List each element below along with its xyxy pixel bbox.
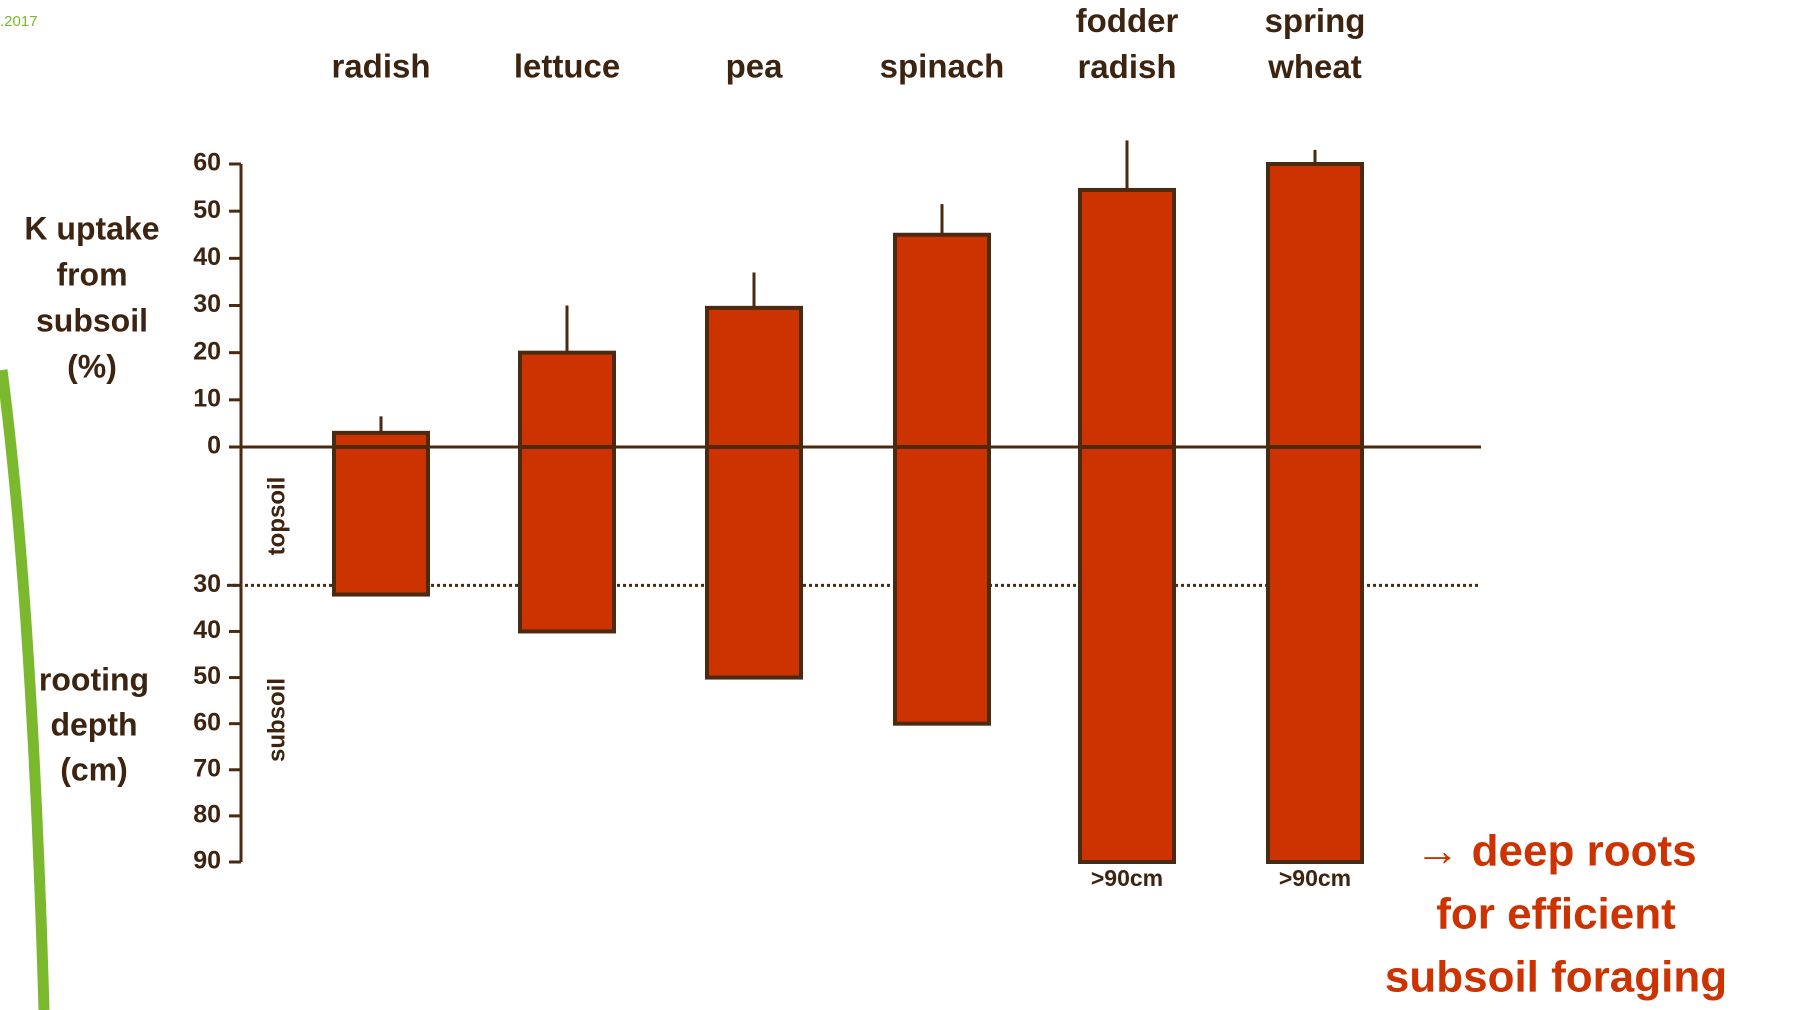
y2-tick-label: 60 xyxy=(193,708,221,736)
depth-bar xyxy=(707,447,801,678)
value-label: >90cm xyxy=(1279,865,1351,891)
depth-bar xyxy=(895,447,989,724)
uptake-bar xyxy=(520,353,614,447)
x-tick-label: spinach xyxy=(880,48,1005,85)
y-axis-label: K uptake xyxy=(24,210,159,246)
y-axis-label: (%) xyxy=(67,348,117,384)
y-axis-label: from xyxy=(56,256,127,292)
y-tick-label: 60 xyxy=(193,149,221,177)
y-tick-label: 20 xyxy=(193,337,221,365)
y2-tick-label: 90 xyxy=(193,847,221,875)
y2-tick-label: 40 xyxy=(193,616,221,644)
y-tick-label: 40 xyxy=(193,243,221,271)
y-tick-label: 30 xyxy=(193,290,221,318)
source: .2017 xyxy=(0,13,38,30)
zone-label: topsoil xyxy=(263,477,290,556)
annotation: for efficient xyxy=(1436,890,1676,939)
depth-bar xyxy=(1268,447,1362,862)
value-label: >90cm xyxy=(1091,865,1163,891)
x-tick-label: radish xyxy=(331,48,430,85)
y-tick-label: 0 xyxy=(207,432,221,460)
annotation: → deep roots xyxy=(1415,827,1696,876)
y-tick-label: 10 xyxy=(193,384,221,412)
y2-tick-label: 30 xyxy=(193,570,221,598)
decor-curve xyxy=(2,370,44,1010)
y2-axis-label: (cm) xyxy=(60,751,128,787)
x-tick-label: pea xyxy=(726,48,784,85)
uptake-bar xyxy=(1268,164,1362,447)
uptake-bar xyxy=(895,235,989,447)
y2-tick-label: 50 xyxy=(193,662,221,690)
uptake-bar xyxy=(334,433,428,447)
depth-bar xyxy=(1080,447,1174,862)
y-axis-label: subsoil xyxy=(36,302,148,338)
depth-bar xyxy=(334,447,428,595)
x-tick-label: lettuce xyxy=(514,48,620,85)
annotation: subsoil foraging xyxy=(1385,953,1727,1002)
depth-bar xyxy=(520,447,614,631)
y-tick-label: 50 xyxy=(193,196,221,224)
uptake-bar xyxy=(1080,190,1174,447)
y2-axis-label: rooting xyxy=(39,661,149,697)
uptake-bar xyxy=(707,308,801,447)
y2-tick-label: 70 xyxy=(193,754,221,782)
zone-label: subsoil xyxy=(263,678,290,762)
y2-axis-label: depth xyxy=(50,706,137,742)
y2-tick-label: 80 xyxy=(193,800,221,828)
chart: .2017 0 10 20 30 40 50 60 30 40 50 60 70 80 90 K uptak… xyxy=(0,0,1793,1010)
